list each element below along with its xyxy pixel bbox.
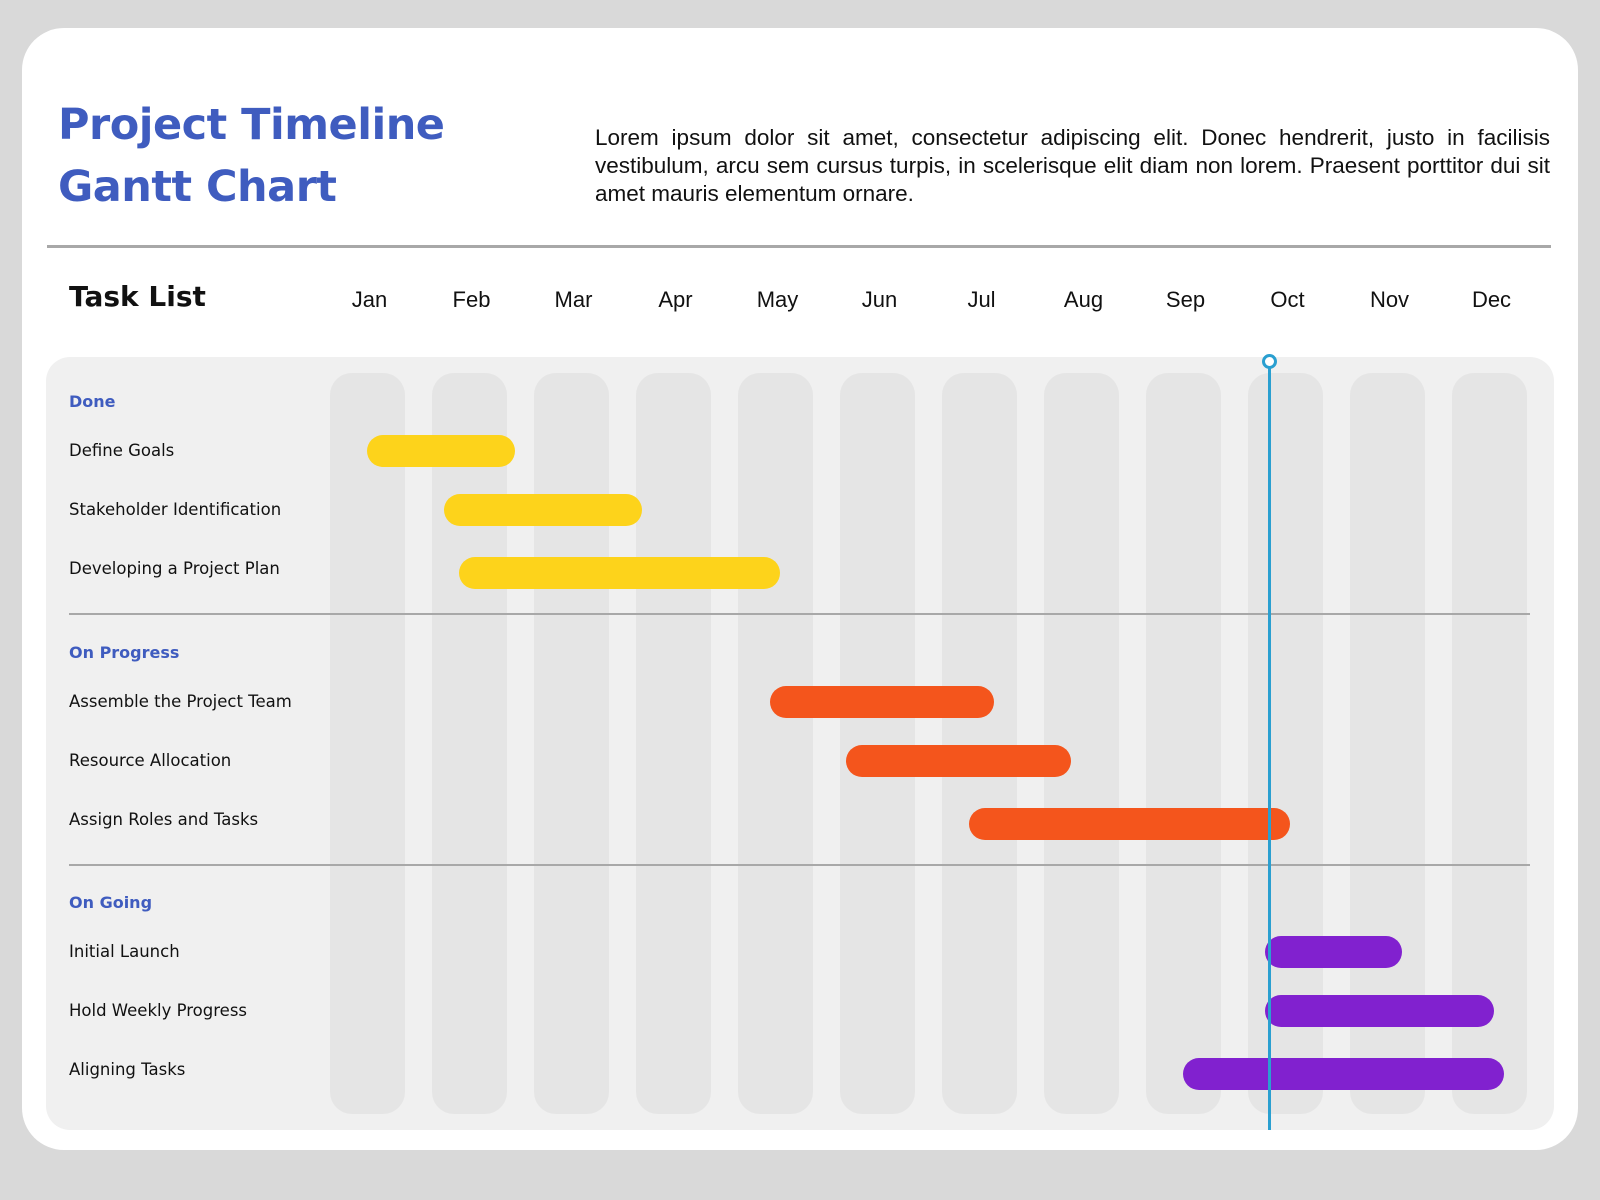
group-divider bbox=[69, 864, 1530, 866]
month-column-apr bbox=[636, 373, 711, 1114]
task-bar[interactable] bbox=[968, 808, 1291, 840]
task-label: Initial Launch bbox=[69, 942, 180, 961]
task-label: Resource Allocation bbox=[69, 751, 232, 770]
month-column-dec bbox=[1452, 373, 1527, 1114]
task-bar[interactable] bbox=[458, 557, 781, 589]
month-column-nov bbox=[1350, 373, 1425, 1114]
month-column-feb bbox=[432, 373, 507, 1114]
today-line bbox=[1268, 362, 1272, 1130]
month-label-jun: Jun bbox=[861, 287, 898, 312]
task-bar[interactable] bbox=[1183, 1058, 1505, 1090]
description-text: Lorem ipsum dolor sit amet, consectetur … bbox=[595, 125, 1550, 206]
task-label: Developing a Project Plan bbox=[69, 559, 280, 578]
task-bar[interactable] bbox=[769, 686, 995, 718]
group-label: On Progress bbox=[69, 643, 180, 662]
today-marker-dot bbox=[1262, 354, 1278, 369]
month-label-dec: Dec bbox=[1471, 287, 1512, 312]
month-label-nov: Nov bbox=[1369, 287, 1410, 312]
month-label-jul: Jul bbox=[967, 287, 996, 312]
header-divider bbox=[47, 245, 1551, 248]
task-bar[interactable] bbox=[846, 745, 1071, 777]
page-title: Project Timeline Gantt Chart bbox=[58, 94, 445, 218]
month-label-oct: Oct bbox=[1270, 287, 1305, 312]
month-column-aug bbox=[1044, 373, 1119, 1114]
task-label: Aligning Tasks bbox=[69, 1060, 186, 1079]
month-label-may: May bbox=[756, 287, 799, 312]
task-bar[interactable] bbox=[443, 494, 643, 526]
group-label: Done bbox=[69, 392, 116, 411]
month-label-mar: Mar bbox=[554, 287, 593, 312]
task-label: Define Goals bbox=[69, 441, 175, 460]
group-divider bbox=[69, 613, 1530, 615]
group-label: On Going bbox=[69, 893, 153, 912]
task-label: Assemble the Project Team bbox=[69, 692, 292, 711]
task-label: Hold Weekly Progress bbox=[69, 1001, 248, 1020]
month-label-apr: Apr bbox=[658, 287, 693, 312]
month-column-oct bbox=[1248, 373, 1323, 1114]
title-line-2: Gantt Chart bbox=[58, 162, 337, 212]
task-bar[interactable] bbox=[1264, 936, 1403, 968]
task-list-heading: Task List bbox=[69, 280, 206, 313]
task-label: Assign Roles and Tasks bbox=[69, 810, 259, 829]
task-bar[interactable] bbox=[367, 435, 515, 467]
month-column-jul bbox=[942, 373, 1017, 1114]
month-column-jan bbox=[330, 373, 405, 1114]
month-label-sep: Sep bbox=[1165, 287, 1206, 312]
month-column-sep bbox=[1146, 373, 1221, 1114]
month-column-mar bbox=[534, 373, 609, 1114]
task-bar[interactable] bbox=[1264, 995, 1495, 1027]
month-label-jan: Jan bbox=[351, 287, 388, 312]
title-line-1: Project Timeline bbox=[58, 100, 445, 150]
month-column-jun bbox=[840, 373, 915, 1114]
month-column-may bbox=[738, 373, 813, 1114]
task-label: Stakeholder Identification bbox=[69, 500, 282, 519]
month-label-aug: Aug bbox=[1063, 287, 1104, 312]
month-label-feb: Feb bbox=[452, 287, 491, 312]
